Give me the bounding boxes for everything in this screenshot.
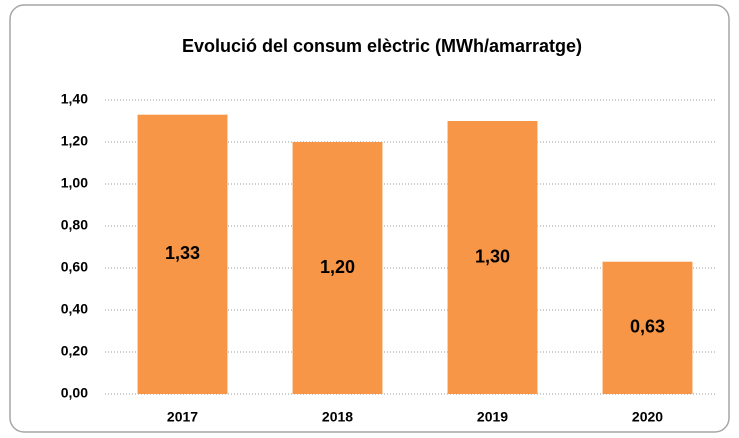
bar <box>447 121 538 394</box>
y-tick-label: 0,20 <box>61 343 88 359</box>
y-tick-label: 0,80 <box>61 217 88 233</box>
y-tick-label: 1,20 <box>61 133 88 149</box>
data-label: 1,20 <box>320 257 355 277</box>
data-label: 1,33 <box>165 243 200 263</box>
bar <box>602 261 693 394</box>
y-tick-label: 1,00 <box>61 175 88 191</box>
x-tick-label: 2019 <box>477 409 508 425</box>
bar <box>137 114 228 394</box>
chart-title: Evolució del consum elèctric (MWh/amarra… <box>182 36 582 56</box>
y-tick-label: 0,60 <box>61 259 88 275</box>
x-tick-label: 2018 <box>322 409 353 425</box>
data-label: 0,63 <box>630 317 665 337</box>
x-tick-label: 2020 <box>632 409 663 425</box>
data-label: 1,30 <box>475 246 510 266</box>
y-tick-label: 0,40 <box>61 301 88 317</box>
bar <box>292 142 383 394</box>
x-tick-label: 2017 <box>167 409 198 425</box>
y-tick-label: 0,00 <box>61 385 88 401</box>
y-tick-label: 1,40 <box>61 91 88 107</box>
